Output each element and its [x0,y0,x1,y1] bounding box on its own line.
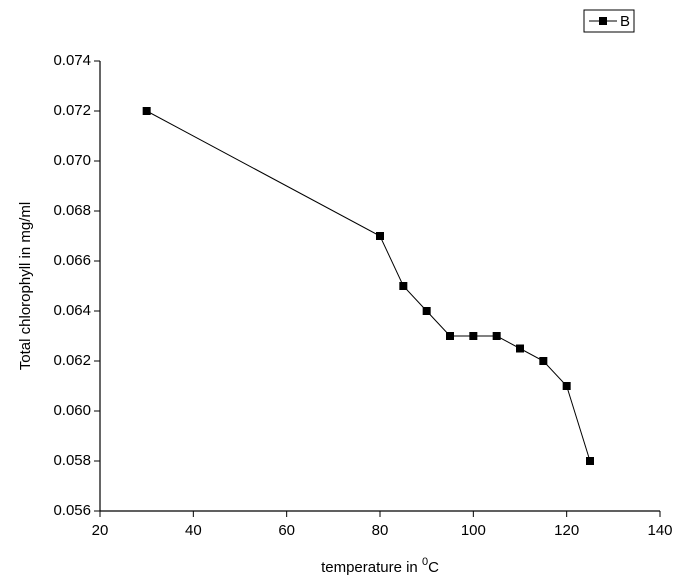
x-tick-label: 40 [185,522,202,539]
x-label-text: temperature in [321,559,422,576]
data-point [469,332,478,340]
y-axis-label: Total chlorophyll in mg/ml [17,202,34,370]
y-tick-label: 0.068 [53,202,91,219]
y-tick-label: 0.072 [53,102,91,119]
y-tick-label: 0.074 [53,52,91,69]
legend-label: B [620,13,630,30]
data-point [422,307,431,315]
legend-marker [599,17,607,25]
data-point [142,107,151,115]
x-tick-label: 80 [372,522,389,539]
data-point [562,382,571,390]
x-label-unit: C [428,559,439,576]
y-tick-label: 0.056 [53,502,91,519]
y-tick-label: 0.058 [53,452,91,469]
y-tick-label: 0.064 [53,302,91,319]
y-tick-label: 0.060 [53,402,91,419]
y-tick-label: 0.066 [53,252,91,269]
x-label-superscript: 0 [422,556,428,568]
x-axis-label: temperature in 0C [321,556,439,576]
series-line [146,110,591,462]
data-point [376,232,384,240]
data-point [492,332,501,340]
data-point [539,357,548,365]
x-tick-label: 20 [92,522,109,539]
data-point [399,282,408,290]
data-point [586,457,594,465]
x-tick-label: 120 [554,522,579,539]
x-tick-label: 60 [278,522,295,539]
x-tick-label: 100 [461,522,486,539]
data-point [516,344,524,353]
x-tick-label: 140 [647,522,672,539]
y-tick-label: 0.070 [53,152,91,169]
y-tick-label: 0.062 [53,352,91,369]
data-point [446,332,454,340]
